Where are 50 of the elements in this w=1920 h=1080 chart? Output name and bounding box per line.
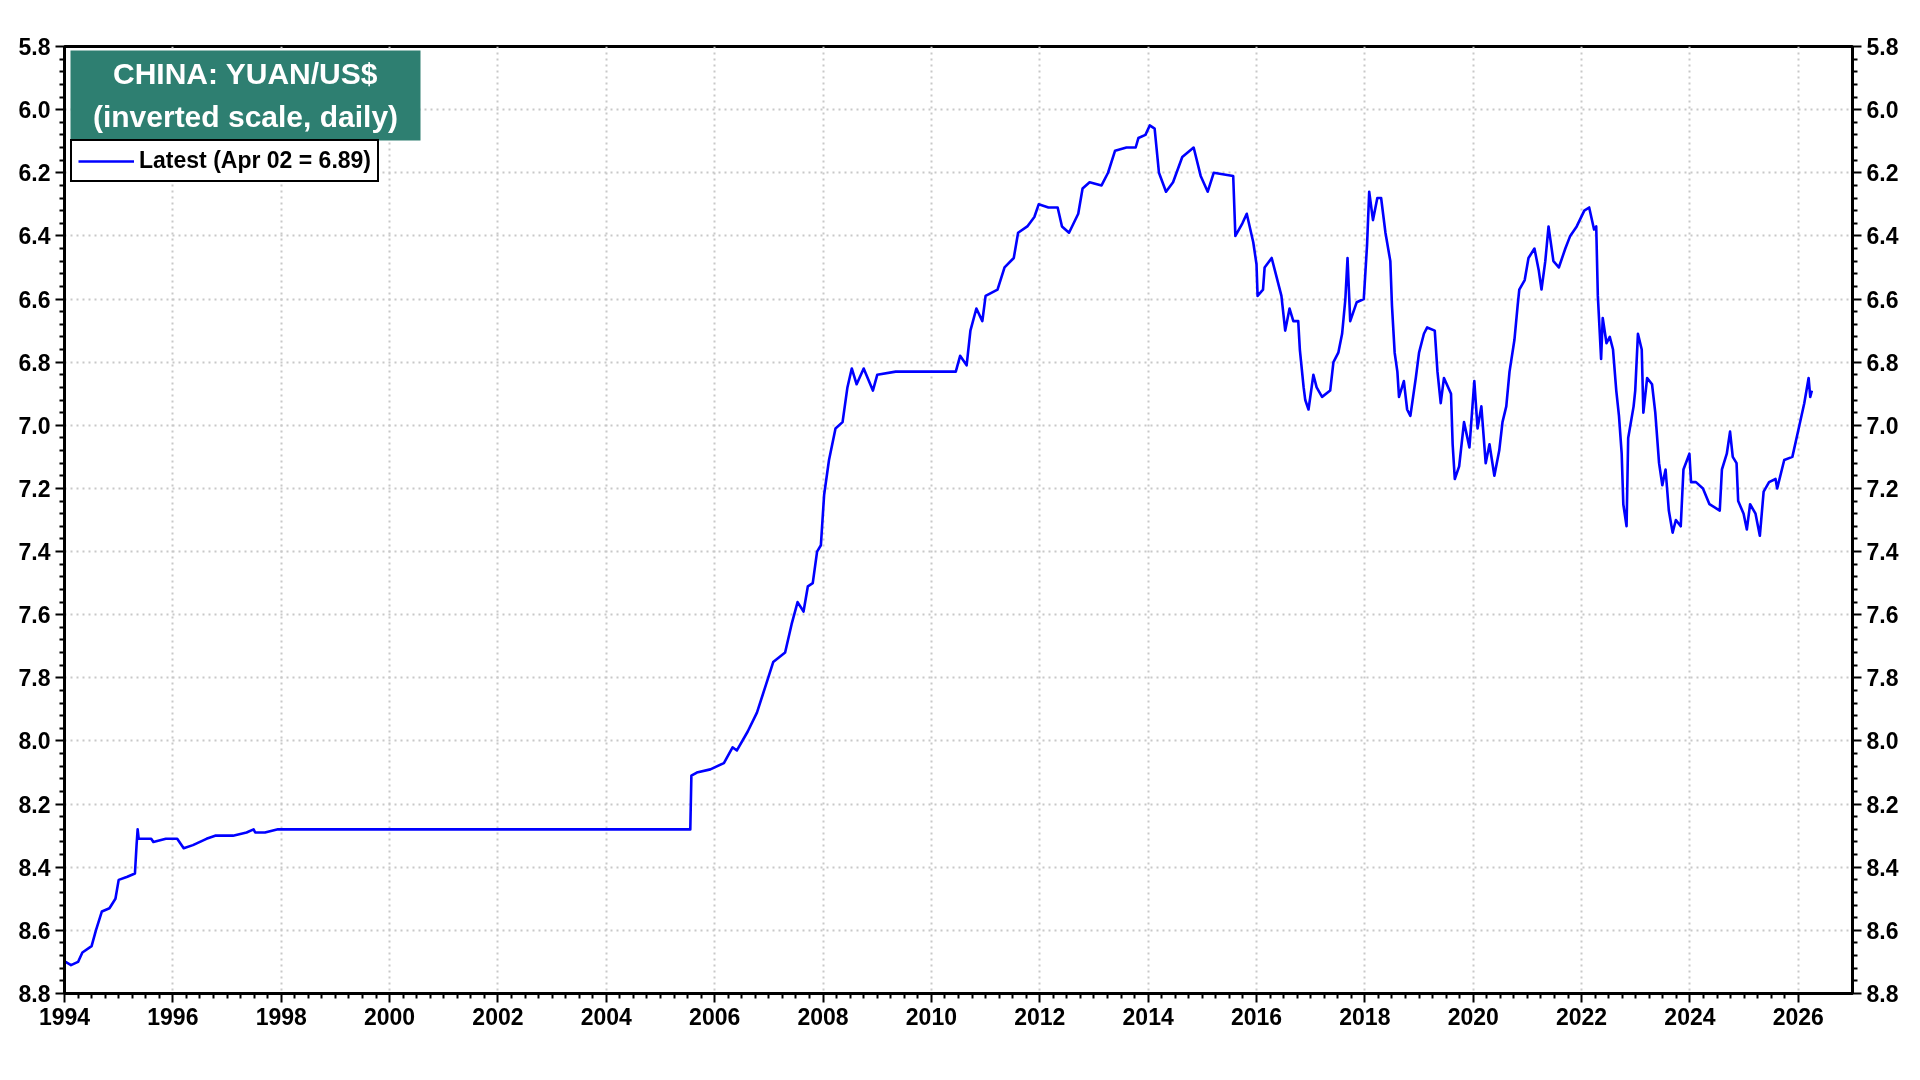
x-tick-label: 2002 [472,1003,524,1030]
y2-tick-label: 6.8 [1866,349,1899,376]
y2-tick-label: 8.4 [1866,854,1899,881]
y2-tick-label: 8.6 [1866,917,1899,944]
x-tick-label: 2018 [1339,1003,1391,1030]
y2-tick-label: 7.2 [1866,475,1899,502]
y2-tick-label: 7.6 [1866,602,1899,629]
y-tick-label: 7.8 [18,665,51,692]
chart-title: CHINA: YUAN/US$ [112,57,378,90]
y2-tick-label: 8.0 [1866,728,1899,755]
x-tick-label: 1998 [255,1003,308,1030]
y2-tick-label: 7.8 [1866,665,1899,692]
x-tick-label: 2022 [1556,1003,1608,1030]
x-tick-label: 2000 [364,1003,416,1030]
y-tick-label: 8.6 [18,917,51,944]
y2-tick-label: 5.8 [1866,34,1899,60]
y2-tick-label: 8.8 [1866,981,1899,1007]
y2-tick-label: 6.2 [1866,160,1899,187]
x-tick-label: 2004 [580,1003,633,1030]
y-tick-label: 8.4 [18,854,51,881]
y-tick-label: 6.4 [18,223,51,250]
y-tick-label: 7.4 [18,539,51,566]
y-tick-label: 7.0 [18,412,51,439]
y2-tick-label: 7.0 [1866,412,1899,439]
y2-tick-label: 6.6 [1866,286,1899,313]
x-tick-label: 2026 [1772,1003,1824,1030]
y-tick-label: 6.8 [18,349,51,376]
y2-tick-label: 7.4 [1866,539,1899,566]
x-tick-label: 2020 [1447,1003,1499,1030]
y-tick-label: 6.6 [18,286,51,313]
x-tick-label: 2008 [797,1003,849,1030]
x-tick-label: 1996 [147,1003,199,1030]
y2-tick-label: 6.4 [1866,223,1899,250]
y2-tick-label: 6.0 [1866,97,1899,124]
x-tick-label: 2014 [1122,1003,1174,1030]
y2-tick-label: 8.2 [1866,791,1899,818]
x-tick-label: 2012 [1014,1003,1066,1030]
x-tick-label: 2010 [905,1003,957,1030]
legend-label: Latest (Apr 02 = 6.89) [139,147,372,174]
x-tick-label: 2006 [689,1003,741,1030]
y-tick-label: 7.6 [18,602,51,629]
y-tick-label: 5.8 [18,34,51,60]
y-tick-label: 8.0 [18,728,51,755]
x-tick-label: 2024 [1664,1003,1716,1030]
y-tick-label: 8.2 [18,791,51,818]
y-tick-label: 7.2 [18,475,51,502]
y-tick-label: 6.2 [18,160,51,187]
text: (inverted scale, daily) [92,100,399,133]
y-tick-label: 6.0 [18,97,51,124]
x-tick-label: 2016 [1230,1003,1283,1030]
